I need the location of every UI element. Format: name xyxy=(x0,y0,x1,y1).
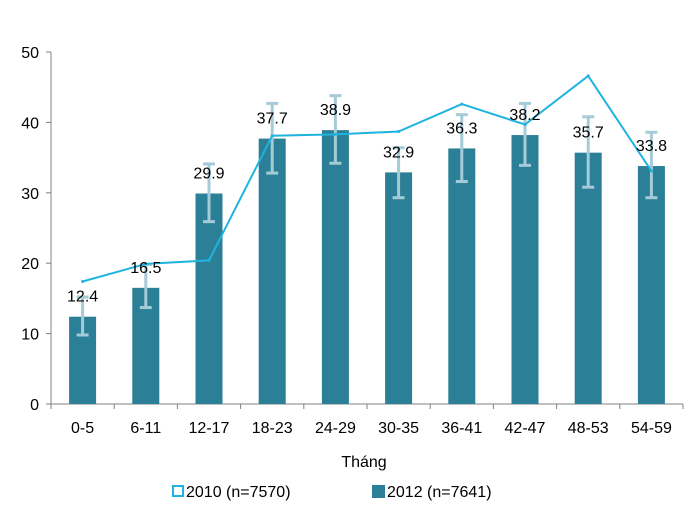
x-axis-title: Tháng xyxy=(341,454,386,471)
legend-item-2012: 2012 (n=7641) xyxy=(372,484,492,501)
error-bar-36-41 xyxy=(455,113,468,184)
y-tick-label: 20 xyxy=(21,256,39,273)
line-point-0-5 xyxy=(81,280,85,284)
bar-24-29 xyxy=(321,130,349,405)
y-tick-label: 0 xyxy=(30,397,39,414)
bar-54-59 xyxy=(637,166,665,404)
x-axis: 0-5 6-11 12-17 18-23 24-29 30-35 36-41 42-47 48-… xyxy=(50,403,684,437)
bar-36-41 xyxy=(448,148,476,404)
bar-12-17 xyxy=(195,193,223,404)
line-point-36-41 xyxy=(460,102,464,106)
y-tick-label: 30 xyxy=(21,186,39,203)
error-bar-18-23 xyxy=(266,101,279,175)
legend-item-2010: 2010 (n=7570) xyxy=(172,484,291,501)
legend-swatch-2012 xyxy=(372,485,385,498)
x-tick-label: 42-47 xyxy=(505,420,546,437)
y-tick-label: 50 xyxy=(21,45,39,62)
error-bar-24-29 xyxy=(329,94,342,165)
error-bar-12-17 xyxy=(203,162,215,224)
error-bar-54-59 xyxy=(645,130,658,200)
data-label-12-17: 29.9 xyxy=(193,166,224,183)
data-label-0-5: 12.4 xyxy=(67,289,98,306)
x-tick-label: 54-59 xyxy=(631,420,672,437)
x-tick-label: 6-11 xyxy=(130,420,161,437)
legend-label-2012: 2012 (n=7641) xyxy=(387,484,492,501)
legend: 2010 (n=7570) 2012 (n=7641) xyxy=(172,484,492,501)
data-label-48-53: 35.7 xyxy=(573,125,604,142)
x-tick-label: 18-23 xyxy=(252,420,293,437)
data-label-30-35: 32.9 xyxy=(383,144,414,161)
data-label-24-29: 38.9 xyxy=(320,102,351,119)
data-label-36-41: 36.3 xyxy=(446,120,477,137)
x-tick-label: 30-35 xyxy=(378,420,419,437)
line-point-18-23 xyxy=(270,134,274,138)
x-tick-label: 0-5 xyxy=(71,420,94,437)
line-point-54-59 xyxy=(649,169,653,173)
y-axis: 0 10 20 30 40 50 xyxy=(21,45,52,414)
data-labels: 12.4 16.5 29.9 37.7 38.9 32.9 36.3 38.2 35.7 33.8 xyxy=(67,102,667,306)
error-bars xyxy=(76,94,658,337)
line-series xyxy=(81,74,653,284)
bar-series xyxy=(69,130,665,405)
y-tick-label: 40 xyxy=(21,115,39,132)
x-tick-label: 24-29 xyxy=(315,420,356,437)
x-tick-label: 48-53 xyxy=(568,420,609,437)
line-point-6-11 xyxy=(144,262,148,266)
line-point-12-17 xyxy=(207,258,211,262)
legend-label-2010: 2010 (n=7570) xyxy=(186,484,291,501)
line-2010 xyxy=(82,74,653,283)
line-point-48-53 xyxy=(586,74,590,78)
error-bar-0-5 xyxy=(76,295,89,337)
bar-42-47 xyxy=(511,135,539,404)
line-point-42-47 xyxy=(523,123,527,127)
line-point-24-29 xyxy=(333,132,337,136)
error-bar-48-53 xyxy=(582,115,595,189)
data-label-54-59: 33.8 xyxy=(636,138,667,155)
data-label-18-23: 37.7 xyxy=(257,111,288,128)
bar-30-35 xyxy=(385,172,413,404)
data-label-6-11: 16.5 xyxy=(130,260,161,277)
y-tick-label: 10 xyxy=(21,327,39,344)
x-tick-label: 36-41 xyxy=(441,420,482,437)
data-label-42-47: 38.2 xyxy=(509,107,540,124)
bar-18-23 xyxy=(258,138,286,405)
bar-48-53 xyxy=(574,152,602,404)
line-point-30-35 xyxy=(397,130,401,134)
error-bar-30-35 xyxy=(392,146,405,200)
legend-swatch-2010 xyxy=(172,485,184,497)
x-tick-label: 12-17 xyxy=(189,420,230,437)
error-bar-42-47 xyxy=(519,101,531,167)
